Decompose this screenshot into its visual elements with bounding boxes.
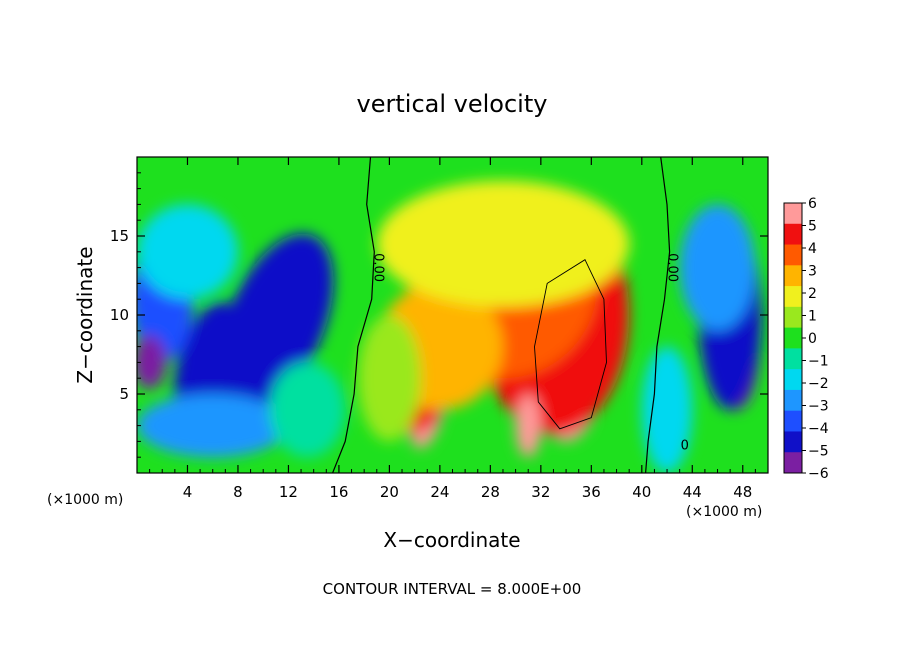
velocity-field <box>137 180 762 473</box>
x-tick-label: 36 <box>582 483 601 501</box>
colorbar-tick-label: 6 <box>808 196 817 212</box>
y-tick-label: 10 <box>110 306 129 324</box>
zero-contour-left <box>332 157 375 473</box>
contour-interval-note: CONTOUR INTERVAL = 8.000E+00 <box>323 580 582 598</box>
contour-label: 0 <box>681 438 689 453</box>
colorbar-swatch <box>784 203 802 225</box>
colorbar-swatch <box>784 327 802 349</box>
x-axis-ticks: 4 8 12 16 20 24 28 32 36 40 44 48 <box>149 157 756 501</box>
field-feature-21 <box>641 346 693 473</box>
field-feature-4 <box>137 335 167 390</box>
colorbar-swatch <box>784 369 802 391</box>
colorbar-swatch <box>784 348 802 370</box>
x-unit-left: (×1000 m) <box>47 492 123 508</box>
colorbar-tick-label: 3 <box>808 264 817 280</box>
field-feature-12 <box>515 394 541 458</box>
plot-area <box>137 157 768 473</box>
colorbar-tick-label: −4 <box>808 421 829 437</box>
contour-label: 0.00 <box>370 253 385 282</box>
x-tick-label: 24 <box>430 483 449 501</box>
colorbar-swatch <box>784 410 802 432</box>
x-tick-label: 8 <box>233 483 243 501</box>
colorbar: 6 5 4 3 2 1 0 −1 −2 −3 −4 −5 −6 <box>783 196 829 482</box>
colorbar-tick-label: −6 <box>808 466 829 482</box>
colorbar-tick-label: 2 <box>808 286 817 302</box>
x-axis-label: X−coordinate <box>383 528 520 552</box>
zero-contour-right <box>645 157 671 473</box>
chart-title: vertical velocity <box>357 90 548 118</box>
y-axis-label: Z−coordinate <box>73 246 97 383</box>
colorbar-tick-label: 0 <box>808 331 817 347</box>
colorbar-tick-label: −5 <box>808 444 829 460</box>
field-feature-19 <box>137 204 238 300</box>
colorbar-swatch <box>784 306 802 329</box>
contour-label: 0.00 <box>664 253 679 282</box>
x-tick-label: 20 <box>380 483 399 501</box>
field-feature-18 <box>679 204 756 331</box>
field-feature-5 <box>137 394 289 458</box>
colorbar-swatch <box>784 286 802 308</box>
field-feature-2 <box>173 301 239 424</box>
field-feature-14 <box>376 180 630 308</box>
updraft-contour <box>534 259 607 430</box>
x-tick-label: 4 <box>183 483 193 501</box>
colorbar-tick-label: −3 <box>808 399 829 415</box>
colorbar-swatch <box>784 223 802 246</box>
contour-labels: 0.00 0.00 0 <box>370 253 689 453</box>
colorbar-swatch <box>784 265 802 287</box>
colorbar-tick-label: −1 <box>808 354 829 370</box>
colorbar-swatch <box>784 389 802 412</box>
colorbar-tick-label: 5 <box>808 219 817 235</box>
x-tick-label: 44 <box>683 483 702 501</box>
colorbar-swatch <box>784 244 802 266</box>
field-feature-20 <box>269 362 346 458</box>
x-tick-label: 48 <box>733 483 752 501</box>
y-tick-label: 15 <box>110 227 129 245</box>
colorbar-tick-label: −2 <box>808 376 829 392</box>
colorbar-swatch <box>784 431 802 453</box>
colorbar-swatch <box>784 452 802 474</box>
x-tick-label: 40 <box>632 483 651 501</box>
y-tick-label: 5 <box>119 385 129 403</box>
colorbar-tick-label: 1 <box>808 309 817 325</box>
field-feature-15 <box>357 315 421 442</box>
contour-lines <box>332 157 671 473</box>
x-tick-label: 32 <box>531 483 550 501</box>
y-axis-ticks: 5 10 15 <box>110 172 768 458</box>
colorbar-tick-label: 4 <box>808 241 817 257</box>
x-tick-label: 28 <box>481 483 500 501</box>
x-tick-label: 16 <box>329 483 348 501</box>
x-tick-label: 12 <box>279 483 298 501</box>
x-unit-right: (×1000 m) <box>686 504 762 520</box>
